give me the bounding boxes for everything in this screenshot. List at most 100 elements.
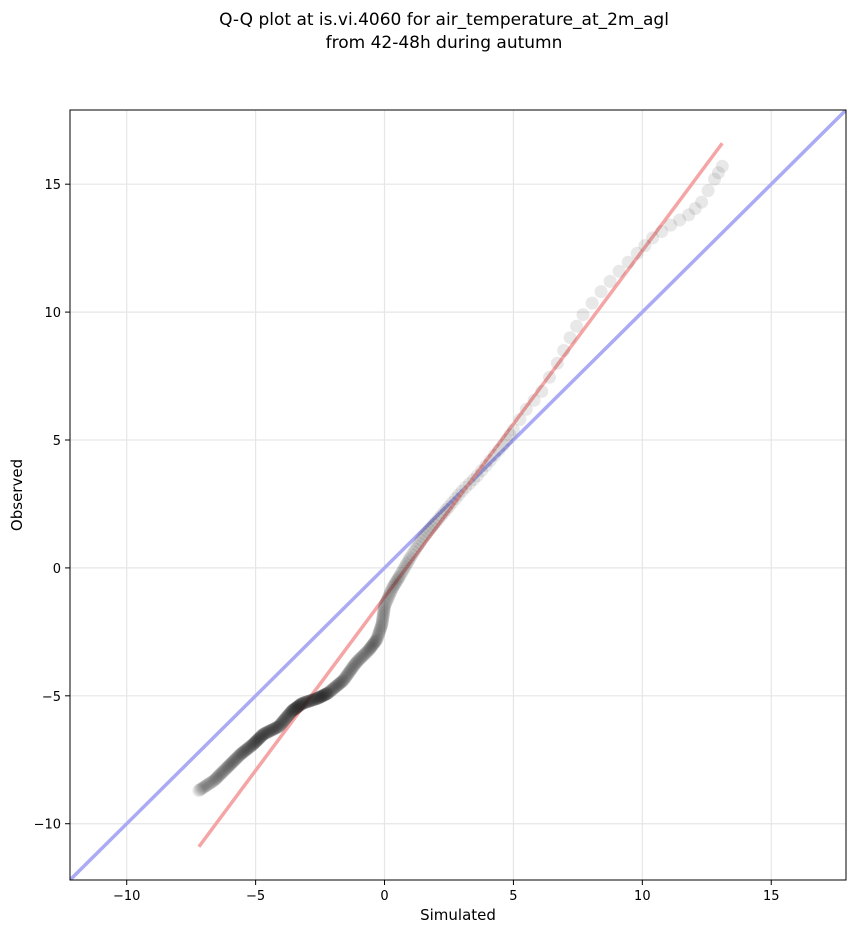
qq-point <box>570 319 584 333</box>
qq-point <box>226 755 240 768</box>
qq-point <box>206 774 220 788</box>
qq-point <box>349 656 363 670</box>
qq-point <box>242 740 256 754</box>
qq-point <box>399 557 413 571</box>
qq-point <box>397 562 411 576</box>
qq-point <box>279 711 293 725</box>
qq-point <box>215 765 229 779</box>
qq-point <box>232 749 246 762</box>
qq-point <box>210 770 224 784</box>
qq-point <box>236 745 250 759</box>
qq-point <box>348 657 362 671</box>
qq-point <box>289 701 303 715</box>
qq-point <box>320 687 334 701</box>
qq-point <box>355 650 369 664</box>
qq-point <box>290 700 304 714</box>
x-tick-label: 10 <box>634 889 651 904</box>
qq-point <box>402 553 416 567</box>
qq-point <box>247 736 261 750</box>
qq-point <box>334 676 348 689</box>
qq-point <box>313 690 327 704</box>
qq-point <box>630 246 644 260</box>
qq-point <box>289 701 302 715</box>
qq-point <box>362 643 376 657</box>
qq-point <box>380 593 394 607</box>
qq-point <box>245 739 258 753</box>
qq-point <box>249 735 263 749</box>
qq-point <box>323 684 337 698</box>
qq-point <box>364 640 378 654</box>
qq-point <box>285 704 299 718</box>
qq-point <box>365 639 379 653</box>
qq-point <box>455 484 469 498</box>
qq-point <box>715 159 729 173</box>
qq-point <box>327 681 341 695</box>
qq-point <box>387 578 401 592</box>
qq-point <box>682 208 696 222</box>
qq-point <box>341 667 355 681</box>
qq-point <box>281 709 295 723</box>
qq-point <box>295 697 309 710</box>
qq-point <box>280 710 294 724</box>
qq-point <box>279 710 293 724</box>
qq-point <box>256 727 270 741</box>
qq-point <box>445 496 459 510</box>
qq-point <box>208 772 222 786</box>
qq-point <box>193 783 207 796</box>
qq-point <box>310 692 324 706</box>
qq-point <box>256 728 270 742</box>
qq-point <box>332 677 346 691</box>
qq-point <box>308 692 322 706</box>
qq-point <box>241 742 255 756</box>
qq-point <box>377 605 391 619</box>
qq-point <box>388 577 402 591</box>
qq-point <box>333 676 347 690</box>
qq-point <box>432 512 446 526</box>
qq-point <box>248 736 262 750</box>
qq-point <box>198 780 211 794</box>
qq-point <box>301 695 315 709</box>
qq-point <box>423 523 437 536</box>
qq-point <box>302 694 316 708</box>
qq-point <box>563 331 577 345</box>
qq-point <box>242 741 255 755</box>
qq-point <box>231 750 245 764</box>
qq-point <box>301 694 315 708</box>
qq-point <box>247 737 261 751</box>
qq-point <box>439 503 453 517</box>
qq-point <box>205 775 219 789</box>
qq-point <box>376 614 389 628</box>
qq-point <box>543 370 556 384</box>
qq-point <box>252 732 266 745</box>
qq-point <box>298 696 312 710</box>
qq-point <box>366 637 380 651</box>
qq-point <box>394 566 408 580</box>
qq-point <box>267 722 281 736</box>
qq-point <box>225 756 239 770</box>
qq-point <box>612 264 626 278</box>
qq-point <box>434 509 448 523</box>
qq-point <box>352 653 366 667</box>
qq-point <box>223 758 237 772</box>
fit-line <box>197 142 724 848</box>
qq-point <box>377 601 391 615</box>
qq-point <box>363 642 377 656</box>
qq-point <box>384 583 398 597</box>
qq-point <box>550 356 564 370</box>
qq-point <box>382 589 396 603</box>
qq-point <box>638 239 652 253</box>
qq-point <box>311 691 324 705</box>
qq-point <box>225 755 239 769</box>
qq-point <box>488 448 501 462</box>
qq-point <box>274 717 288 731</box>
qq-point <box>358 647 372 661</box>
qq-point <box>318 688 332 702</box>
qq-point <box>261 725 275 739</box>
qq-point <box>368 635 382 649</box>
qq-point <box>322 685 336 699</box>
qq-point <box>442 500 456 513</box>
qq-point <box>314 690 328 704</box>
qq-point <box>212 768 226 782</box>
qq-point <box>274 717 288 731</box>
qq-point <box>313 690 327 704</box>
